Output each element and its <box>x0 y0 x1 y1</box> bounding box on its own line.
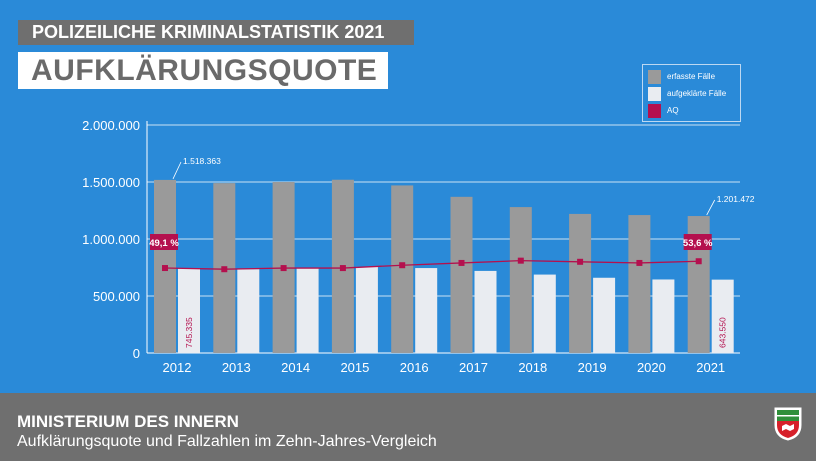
chart-title: AUFKLÄRUNGSQUOTE <box>18 52 388 89</box>
rate-label-last-box <box>683 234 712 250</box>
x-tick-label: 2018 <box>518 360 547 375</box>
rate-line <box>164 260 699 270</box>
footer: MINISTERIUM DES INNERN Aufklärungsquote … <box>0 393 816 461</box>
bar-solved <box>652 279 675 353</box>
value-label-first-recorded: 1.518.363 <box>183 156 221 166</box>
bar-solved <box>296 268 319 353</box>
rate-point <box>162 265 168 272</box>
y-tick-label: 2.000.000 <box>82 118 140 133</box>
rate-point <box>339 265 346 272</box>
legend-swatch-rate <box>648 104 661 118</box>
coat-of-arms-icon <box>774 407 802 441</box>
legend-swatch-recorded <box>648 70 661 84</box>
legend: erfasste Fälle aufgeklärte Fälle AQ <box>642 64 741 122</box>
value-label-last-solved: 643.550 <box>718 317 728 348</box>
bar-recorded <box>687 216 710 353</box>
legend-label-solved: aufgeklärte Fälle <box>667 89 727 98</box>
rate-label-first: 49,1 % <box>149 238 179 249</box>
rate-point <box>280 265 287 272</box>
callout-line-last <box>706 199 716 216</box>
rate-point <box>399 262 406 269</box>
bar-recorded <box>569 213 592 353</box>
footer-title: MINISTERIUM DES INNERN <box>17 412 239 431</box>
rate-point <box>636 259 643 266</box>
x-tick-label: 2016 <box>400 360 429 375</box>
x-tick-label: 2012 <box>163 360 192 375</box>
legend-label-rate: AQ <box>667 106 679 115</box>
bar-solved <box>593 277 616 353</box>
rate-label-last: 53,6 % <box>683 238 713 249</box>
bar-solved <box>474 270 497 353</box>
x-tick-label: 2021 <box>696 360 725 375</box>
x-tick-label: 2015 <box>340 360 369 375</box>
bar-solved <box>711 279 734 353</box>
x-tick-label: 2020 <box>637 360 666 375</box>
legend-swatch-solved <box>648 87 661 101</box>
bar-solved <box>178 268 200 353</box>
x-tick-label: 2014 <box>281 360 310 375</box>
supertitle: POLIZEILICHE KRIMINALSTATISTIK 2021 <box>18 20 414 45</box>
callout-line-first <box>172 161 182 180</box>
y-tick-label: 500.000 <box>93 289 140 304</box>
legend-label-recorded: erfasste Fälle <box>667 72 716 81</box>
bar-recorded <box>628 215 651 353</box>
value-label-first-solved: 745.335 <box>184 317 194 348</box>
rate-point <box>221 266 228 273</box>
y-tick-label: 1.000.000 <box>82 232 140 247</box>
rate-point <box>458 259 465 266</box>
bar-recorded <box>391 185 414 353</box>
bar-solved <box>415 268 438 353</box>
x-tick-label: 2013 <box>222 360 251 375</box>
rate-point <box>695 258 702 265</box>
y-tick-label: 0 <box>133 346 140 361</box>
footer-subtitle: Aufklärungsquote und Fallzahlen im Zehn-… <box>17 433 437 450</box>
bar-solved <box>355 266 378 353</box>
x-tick-label: 2017 <box>459 360 488 375</box>
rate-point <box>577 258 584 265</box>
bar-solved <box>533 274 556 353</box>
chart: 0 500.000 1.000.000 1.500.000 2.000.000 2012 2… <box>82 118 755 375</box>
bar-recorded <box>450 196 473 353</box>
value-label-last-recorded: 1.201.472 <box>717 194 755 204</box>
rate-label-first-box <box>150 234 178 250</box>
bar-recorded <box>509 207 532 353</box>
x-tick-label: 2019 <box>578 360 607 375</box>
bar-solved <box>237 269 260 353</box>
y-tick-label: 1.500.000 <box>82 175 140 190</box>
rate-point <box>517 257 524 264</box>
